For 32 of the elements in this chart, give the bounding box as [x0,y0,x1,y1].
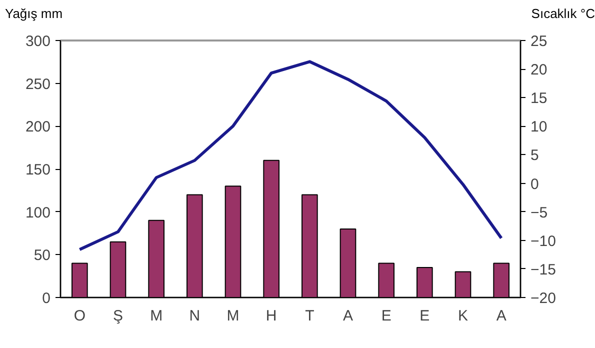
x-tick-label: H [266,308,277,324]
y-axis-title: Yağış mm [5,5,63,23]
y2-tick-label: 15 [530,90,548,108]
y-tick-label: 50 [34,247,51,264]
y-tick-label: 0 [42,290,50,307]
x-tick-label: M [150,308,163,324]
x-tick-label: O [74,308,86,324]
y-tick-label: 250 [25,76,51,93]
y-tick-label: 100 [25,204,51,222]
y-tick-label: 200 [25,118,51,136]
x-tick-label: N [189,308,200,324]
y2-tick-label: −20 [530,290,556,307]
line-series [78,60,503,252]
y2-tick-label: −10 [530,232,556,250]
y2-tick-label: −15 [530,261,556,278]
x-tick-label: A [343,308,354,324]
y2-tick-label: 20 [530,62,548,79]
x-tick-label: E [381,308,392,324]
y-tick-label: 150 [25,162,51,178]
y2-tick-label: 0 [530,176,539,193]
y2-tick-label: 5 [530,147,539,164]
x-tick-label: K [458,308,468,324]
y2-axis-title: Sıcaklık °C [531,5,595,23]
x-tick-label: T [305,308,314,324]
x-tick-label: Ş [113,308,124,324]
y2-tick-label: −5 [530,204,548,222]
y-tick-label: 300 [25,33,51,50]
y2-tick-label: 10 [530,118,548,136]
x-tick-label: A [496,308,506,324]
y2-tick-label: 25 [530,33,548,50]
x-tick-label: M [226,308,240,324]
x-tick-label: E [420,308,430,324]
